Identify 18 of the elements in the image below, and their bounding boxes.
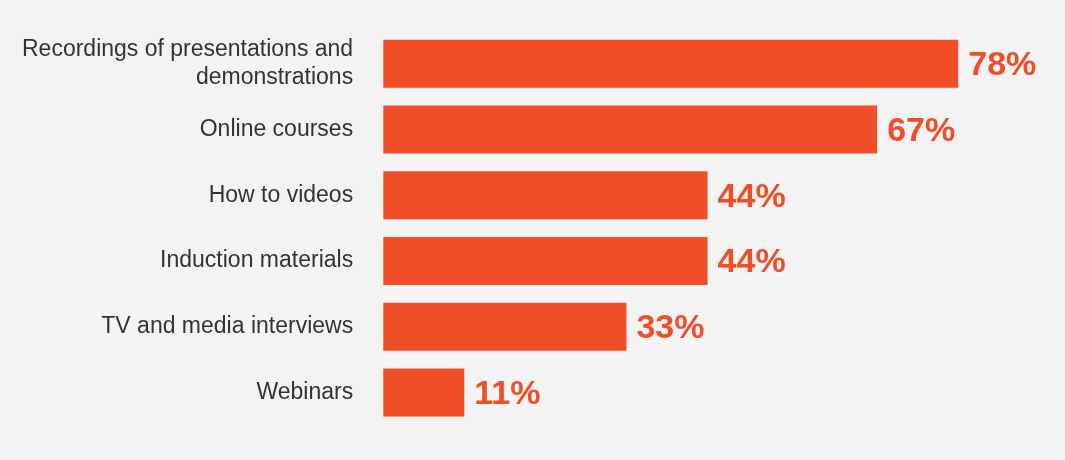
y-tick-label: How to videos bbox=[208, 180, 354, 207]
bar bbox=[383, 39, 959, 88]
y-tick-label: Recordings of presentations and demonstrations bbox=[22, 35, 354, 89]
bar bbox=[383, 302, 627, 351]
y-tick-label: TV and media interviews bbox=[101, 312, 354, 339]
data-label: 67% bbox=[887, 109, 956, 148]
y-tick-label: Online courses bbox=[199, 114, 354, 141]
bar bbox=[383, 368, 465, 417]
y-tick-label: Webinars bbox=[256, 377, 354, 404]
data-label: 44% bbox=[717, 175, 786, 214]
data-label: 44% bbox=[717, 241, 786, 280]
y-tick-label: Induction materials bbox=[160, 246, 354, 273]
bar bbox=[383, 171, 708, 220]
data-label: 78% bbox=[968, 44, 1037, 83]
data-label: 33% bbox=[636, 307, 705, 346]
bar bbox=[383, 236, 708, 285]
bar bbox=[383, 105, 878, 154]
data-label: 11% bbox=[474, 372, 541, 411]
